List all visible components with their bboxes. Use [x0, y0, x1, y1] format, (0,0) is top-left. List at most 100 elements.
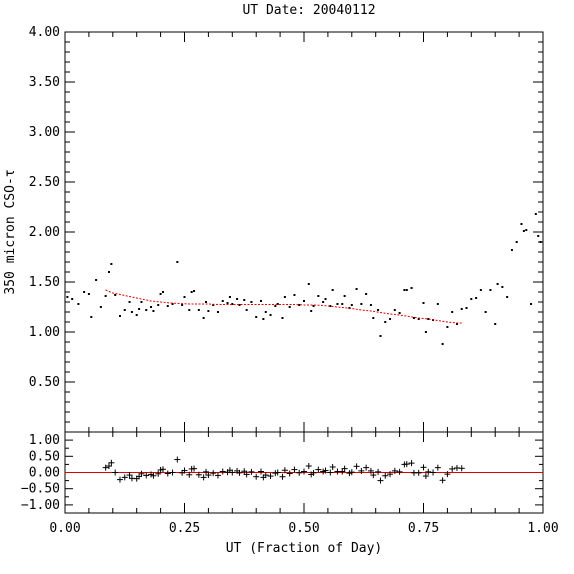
data-point	[515, 241, 518, 243]
data-point	[123, 309, 126, 311]
data-point	[303, 300, 305, 302]
data-point	[130, 311, 133, 313]
data-point	[520, 223, 523, 225]
data-point	[207, 310, 210, 312]
residual-point	[164, 470, 171, 477]
data-point	[506, 296, 509, 298]
y-tick-label: 1.00	[29, 325, 60, 340]
data-point	[193, 290, 196, 292]
data-point	[539, 241, 542, 243]
data-point	[489, 289, 492, 291]
data-point	[197, 309, 200, 311]
data-point	[343, 295, 346, 297]
residual-point	[358, 467, 365, 474]
data-point	[255, 316, 258, 318]
data-point	[324, 298, 327, 300]
data-point	[288, 306, 291, 308]
data-point	[110, 263, 113, 265]
data-point	[403, 289, 406, 291]
data-point	[236, 298, 239, 300]
data-point	[436, 303, 439, 305]
data-point	[455, 323, 458, 325]
residual-point	[291, 466, 298, 473]
top-panel-ticks	[64, 31, 544, 433]
residual-point	[281, 467, 288, 474]
data-point	[372, 317, 375, 319]
data-point	[307, 283, 310, 285]
residual-point	[301, 468, 307, 475]
residual-point	[286, 470, 293, 477]
data-point	[329, 305, 332, 307]
residual-point	[420, 464, 427, 471]
data-point	[410, 287, 413, 289]
x-tick-label: 0.25	[169, 521, 200, 536]
data-point	[501, 286, 504, 288]
data-point	[77, 303, 80, 305]
data-point	[188, 309, 191, 311]
residual-point	[121, 474, 128, 481]
residual-point	[159, 466, 166, 473]
residual-point	[327, 469, 334, 476]
data-point	[66, 296, 69, 298]
residual-point	[391, 467, 398, 474]
x-tick-label: 0.50	[288, 521, 319, 536]
residual-point	[422, 473, 429, 480]
residual-point	[186, 471, 193, 478]
data-point	[293, 294, 296, 296]
residual-point	[102, 464, 109, 471]
x-tick-label: 0.00	[49, 521, 80, 536]
data-point	[484, 311, 487, 313]
data-point	[250, 301, 253, 303]
residual-point	[279, 473, 286, 480]
data-point	[384, 321, 387, 323]
y-tick-label: 3.00	[29, 125, 60, 140]
data-point	[262, 318, 265, 320]
x-axis-tick-labels: 0.00 0.25 0.50 0.75 1.00	[49, 521, 558, 536]
residual-point	[449, 465, 456, 472]
residual-point	[191, 465, 198, 472]
data-point	[145, 309, 148, 311]
data-point	[534, 213, 537, 215]
data-point	[417, 318, 420, 320]
data-point	[205, 301, 208, 303]
fit-curve	[105, 289, 462, 324]
x-tick-label: 0.75	[408, 521, 439, 536]
data-point	[317, 295, 320, 297]
y-axis-title: 350 micron CSO-τ	[3, 169, 18, 294]
data-point	[152, 310, 155, 312]
data-point	[312, 305, 315, 307]
residual-point	[200, 474, 207, 481]
data-point	[274, 305, 277, 307]
data-point	[510, 249, 513, 251]
data-point	[336, 303, 339, 305]
residual-point	[257, 468, 264, 475]
residual-panel-tick-labels: −1.00−0.500.00 0.501.00	[21, 433, 60, 513]
residual-point	[341, 465, 348, 472]
residual-point	[322, 467, 329, 474]
residual-panel-points	[102, 456, 465, 484]
residual-point	[370, 472, 377, 479]
residual-point	[353, 463, 360, 470]
residual-point	[138, 470, 145, 477]
x-axis-title: UT (Fraction of Day)	[226, 541, 383, 556]
residual-point	[210, 470, 217, 477]
residual-point	[236, 469, 243, 476]
residual-point	[143, 472, 150, 479]
residual-point	[181, 467, 188, 474]
data-point	[150, 306, 153, 308]
data-point	[525, 229, 528, 231]
residual-point	[377, 477, 384, 484]
y-tick-label: 4.00	[29, 25, 60, 40]
data-point	[231, 303, 234, 305]
residual-point	[408, 460, 415, 467]
residual-y-tick-label: 0.00	[29, 466, 60, 481]
data-point	[369, 304, 372, 306]
data-point	[216, 311, 219, 313]
data-point	[99, 306, 102, 308]
residual-point	[444, 471, 451, 478]
data-point	[202, 317, 205, 319]
residual-point	[229, 469, 236, 476]
residual-point	[305, 463, 312, 470]
data-point	[83, 291, 86, 293]
